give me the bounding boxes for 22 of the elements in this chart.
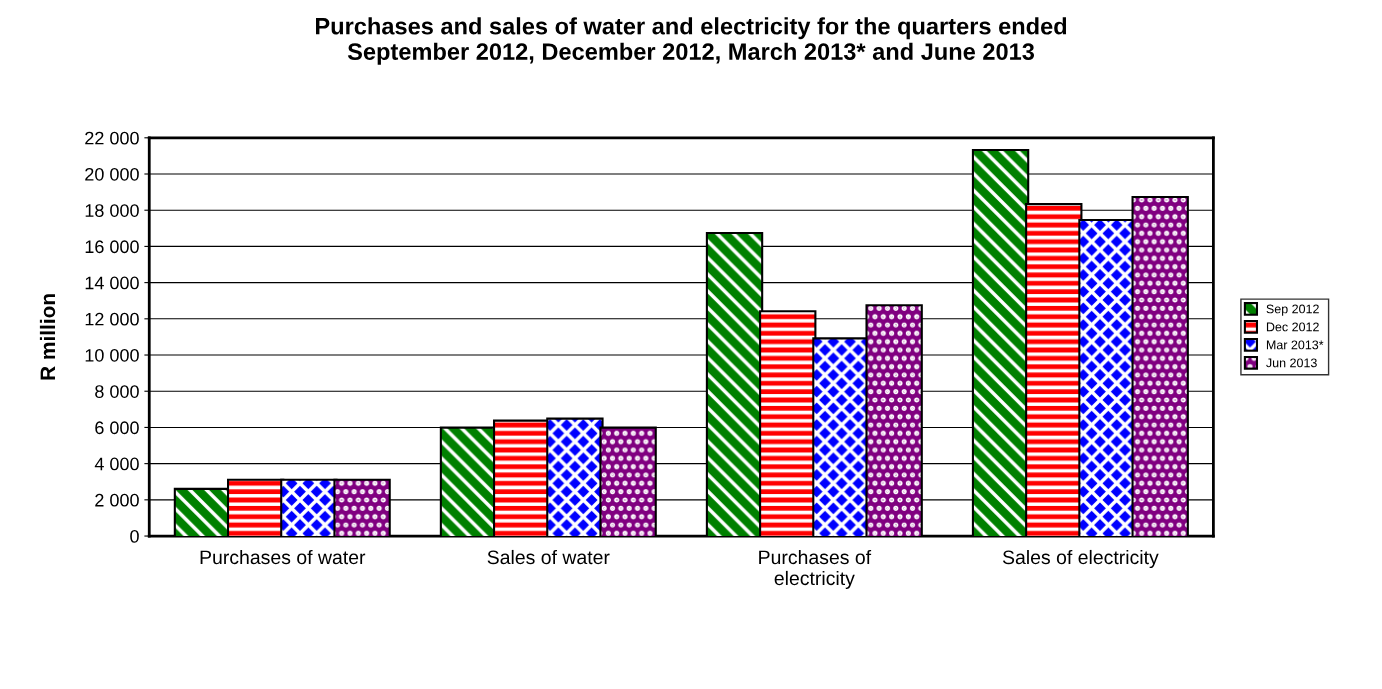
y-tick-label: 22 000 — [85, 131, 139, 145]
y-tick-label: 14 000 — [85, 276, 139, 290]
legend-label: Sep 2012 — [1266, 304, 1319, 316]
y-tick-label: 0 — [130, 529, 139, 543]
chart-title: Purchases and sales of water and electricity for the quarters ended September 2012, December 2012, March 2013* and June 2013 — [316, 17, 1067, 65]
x-tick-label: Sales of electricity — [1002, 549, 1159, 569]
legend-label: Jun 2013 — [1266, 358, 1317, 368]
y-tick-label: 4 000 — [94, 457, 139, 471]
y-tick-label: 18 000 — [85, 204, 139, 217]
y-tick-label: 10 000 — [85, 348, 139, 362]
y-tick-label: 2 000 — [95, 493, 139, 507]
y-tick-label: 12 000 — [85, 312, 139, 326]
legend-label: Dec 2012 — [1266, 322, 1319, 332]
x-tick-label: Purchases of electricity — [759, 549, 872, 589]
y-tick-label: 16 000 — [85, 240, 139, 254]
y-tick-label: 6 000 — [95, 421, 139, 435]
x-tick-label: Sales of water — [487, 549, 610, 565]
y-tick-label: 20 000 — [85, 167, 139, 181]
x-tick-label: Purchases of water — [200, 549, 366, 565]
legend-label: Mar 2013* — [1266, 340, 1324, 350]
y-axis-title: R million — [39, 294, 56, 380]
y-tick-label: 8 000 — [95, 385, 139, 398]
